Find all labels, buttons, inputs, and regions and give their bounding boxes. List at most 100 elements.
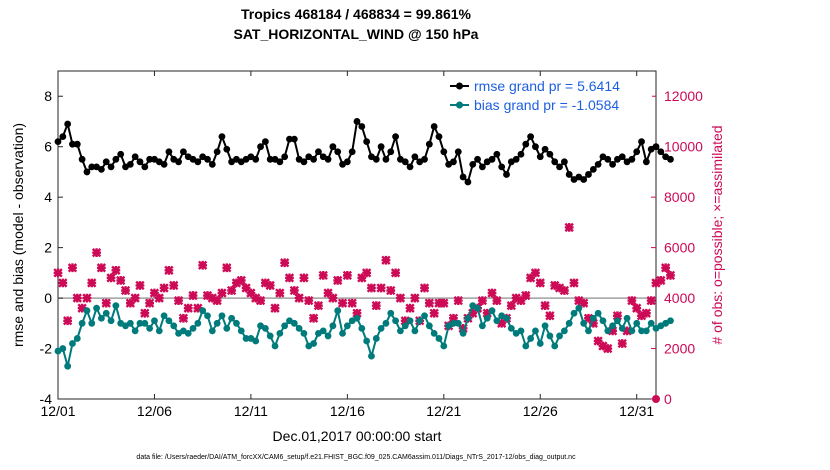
bias-point (425, 322, 433, 330)
bias-point (358, 324, 366, 332)
y-right-tick-label: 12000 (664, 88, 703, 104)
bias-point (623, 314, 631, 322)
x-tick-label: 12/01 (40, 403, 75, 419)
rmse-point (609, 160, 616, 168)
obs-assimilated-point (111, 265, 121, 275)
bias-point (160, 312, 168, 320)
obs-assimilated-point (53, 268, 63, 278)
rmse-point (657, 148, 665, 156)
bias-point (527, 335, 535, 342)
bias-point (334, 307, 342, 315)
bias-point (421, 312, 428, 320)
bias-point (556, 332, 563, 340)
obs-assimilated-point (347, 298, 357, 308)
bias-point (454, 319, 462, 327)
obs-assimilated-point (554, 283, 565, 293)
rmse-point (112, 155, 120, 163)
obs-assimilated-point (646, 295, 656, 306)
obs-assimilated-point (193, 303, 203, 313)
bias-point (372, 335, 380, 342)
obs-assimilated-point (497, 318, 507, 328)
chart-subtitle: SAT_HORIZONTAL_WIND @ 150 hPa (234, 26, 479, 42)
obs-assimilated-point (516, 295, 526, 306)
obs-assimilated-point (569, 278, 579, 288)
bias-point (93, 304, 100, 312)
bias-point (604, 327, 612, 335)
bias-point (363, 337, 371, 345)
legend-bias-label: bias grand pr = -1.0584 (474, 97, 619, 113)
rmse-point (165, 148, 173, 156)
obs-assimilated-point (91, 248, 102, 258)
rmse-point (498, 163, 506, 171)
rmse-point (387, 148, 395, 156)
bias-point (551, 342, 559, 350)
obs-assimilated-point (87, 278, 97, 288)
x-tick-label: 12/06 (137, 403, 172, 419)
obs-assimilated-point (173, 295, 184, 306)
obs-assimilated-point (265, 280, 275, 291)
obs-assimilated-point (535, 278, 545, 288)
bias-point (319, 327, 327, 335)
rmse-point (464, 178, 472, 186)
bias-point (126, 319, 134, 327)
rmse-point (69, 140, 76, 148)
bias-point (483, 314, 491, 322)
rmse-point (208, 160, 216, 168)
obs-assimilated-point (482, 308, 492, 318)
obs-assimilated-point (120, 285, 131, 296)
y-axis-left-label: rmse and bias (model - observation) (10, 123, 26, 347)
bias-point (503, 314, 510, 322)
obs-assimilated-point (607, 326, 618, 336)
obs-assimilated-point (130, 293, 140, 303)
obs-assimilated-point (439, 298, 449, 308)
obs-assimilated-point (627, 295, 637, 306)
bias-point (464, 314, 472, 322)
bias-point (170, 322, 178, 330)
obs-assimilated-point (564, 222, 574, 233)
obs-assimilated-point (96, 263, 107, 273)
bias-point (233, 319, 240, 327)
bias-point (585, 327, 592, 335)
rmse-point (160, 160, 168, 168)
bias-point (580, 319, 588, 327)
y-left-tick-label: -4 (40, 391, 53, 407)
obs-assimilated-point (448, 313, 459, 323)
obs-assimilated-point (395, 293, 406, 303)
obs-assimilated-point (328, 293, 338, 303)
bias-point (647, 319, 655, 327)
bias-point (131, 327, 139, 335)
bias-point (237, 327, 245, 335)
obs-assimilated-point (651, 278, 661, 288)
obs-assimilated-point (559, 285, 570, 296)
obs-assimilated-point (58, 278, 68, 288)
obs-assimilated-point (376, 283, 386, 293)
bias-point (609, 322, 616, 330)
x-tick-label: 12/21 (426, 403, 461, 419)
rmse-point (406, 163, 414, 171)
bias-point (252, 337, 260, 345)
obs-assimilated-point (251, 293, 261, 303)
obs-assimilated-point (169, 280, 179, 291)
rmse-point (102, 158, 110, 166)
obs-assimilated-point (231, 278, 242, 288)
rmse-point (618, 153, 626, 161)
bias-point (151, 317, 158, 325)
rmse-point (454, 148, 462, 156)
bias-point (107, 317, 115, 325)
y-right-tick-label: 0 (664, 391, 672, 407)
rmse-point (218, 133, 226, 141)
rmse-point (136, 158, 144, 166)
rmse-point (329, 143, 337, 151)
bias-point (642, 327, 650, 335)
data-file-footer: data file: /Users/raeder/DAI/ATM_forcXX/… (136, 454, 576, 461)
rmse-point (628, 155, 636, 163)
obs-assimilated-point (202, 290, 213, 301)
obs-assimilated-point (188, 290, 198, 301)
bias-point (290, 319, 298, 327)
bias-series (54, 302, 674, 370)
rmse-point (353, 118, 361, 125)
obs-assimilated-point (477, 295, 488, 306)
obs-assimilated-point (222, 263, 232, 273)
bias-point (570, 309, 578, 317)
rmse-point (642, 158, 650, 166)
